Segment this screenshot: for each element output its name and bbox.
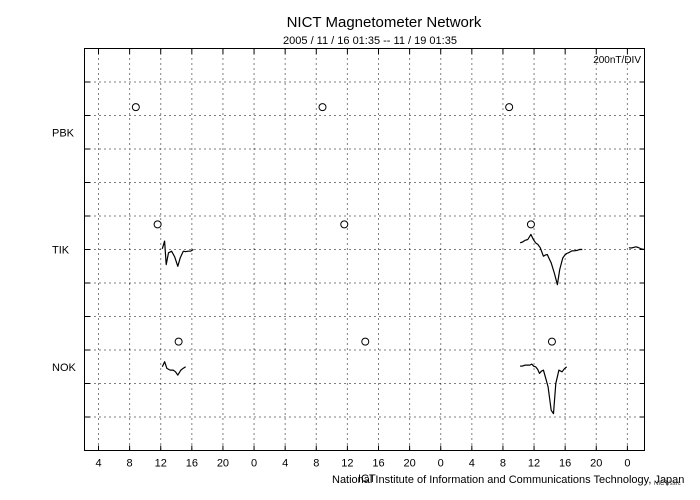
footer-institution: National Institute of Information and Co… [332,474,684,486]
station-label-tik: TIK [52,245,70,257]
trace-tik [519,233,583,286]
x-tick-label: 0 [251,458,257,470]
midnight-marker [174,337,183,346]
x-tick-label: 4 [282,458,288,470]
x-tick-labels: 4 8 12 16 20 0 4 8 12 16 20 0 4 8 12 16 20 0 [95,458,630,470]
x-tick-label: 4 [95,458,101,470]
x-tick-label: 12 [341,458,353,470]
chart-title: NICT Magnetometer Network [287,14,482,31]
x-tick-label: 20 [403,458,415,470]
midnight-marker [318,103,327,112]
x-tick-label: 8 [313,458,319,470]
x-tick-label: 16 [186,458,198,470]
stations: PBK TIK NOK [52,103,645,415]
x-tick-label: 4 [469,458,475,470]
trace-nok [520,363,568,415]
ticks [84,48,645,451]
midnight-marker [131,103,140,112]
x-tick-label: 20 [217,458,229,470]
trace-nok [161,361,186,376]
trace-tik [161,240,194,267]
chart-subtitle: 2005 / 11 / 16 01:35 -- 11 / 19 01:35 [283,35,457,47]
station-label-nok: NOK [52,362,77,374]
midnight-marker [547,337,556,346]
grid [84,48,645,451]
trace-tik [628,246,645,251]
scale-label: 200nT/DIV [593,55,641,66]
x-tick-label: 16 [559,458,571,470]
footer-small-mark: NICT/ssrc [654,481,681,487]
footer-overlap-glyph: ICT [358,473,376,485]
x-tick-label: 8 [127,458,133,470]
x-tick-label: 16 [372,458,384,470]
x-tick-label: 8 [500,458,506,470]
midnight-marker [526,220,535,229]
x-tick-label: 20 [590,458,602,470]
midnight-marker [505,103,514,112]
x-tick-label: 0 [624,458,630,470]
midnight-marker [153,220,162,229]
station-label-pbk: PBK [52,127,75,139]
midnight-marker [340,220,349,229]
midnight-marker [361,337,370,346]
x-tick-label: 0 [438,458,444,470]
x-tick-label: 12 [155,458,167,470]
x-tick-label: 12 [528,458,540,470]
